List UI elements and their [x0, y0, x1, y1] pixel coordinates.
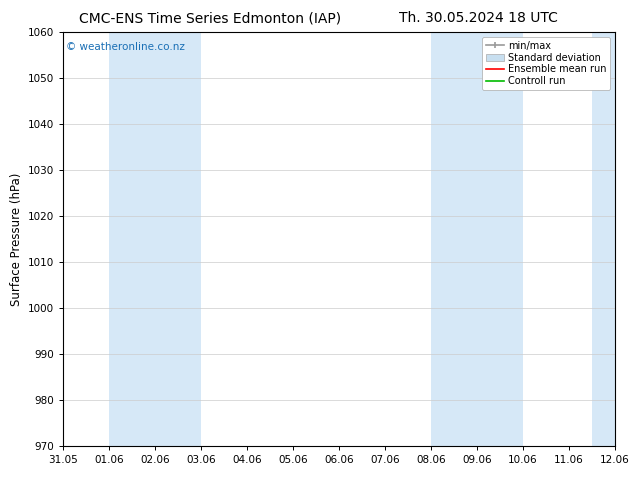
Text: Th. 30.05.2024 18 UTC: Th. 30.05.2024 18 UTC [399, 11, 558, 25]
Text: © weatheronline.co.nz: © weatheronline.co.nz [66, 42, 185, 52]
Bar [592, 32, 634, 446]
Legend: min/max, Standard deviation, Ensemble mean run, Controll run: min/max, Standard deviation, Ensemble me… [482, 37, 610, 90]
Text: CMC-ENS Time Series Edmonton (IAP): CMC-ENS Time Series Edmonton (IAP) [79, 11, 341, 25]
Y-axis label: Surface Pressure (hPa): Surface Pressure (hPa) [10, 172, 23, 306]
Bar [431, 32, 523, 446]
Bar [110, 32, 202, 446]
